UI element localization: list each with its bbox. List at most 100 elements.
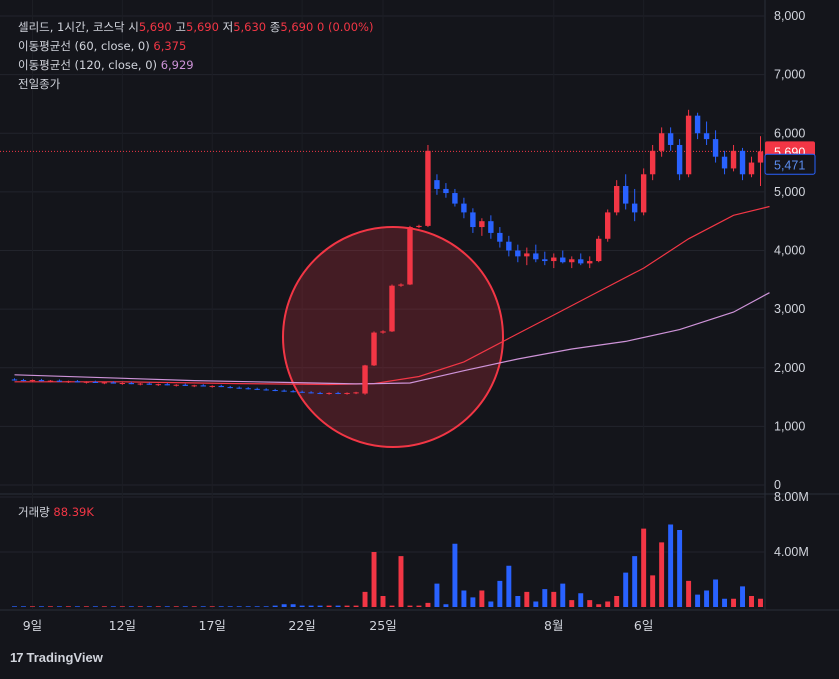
volume-bar	[182, 606, 188, 607]
price-tick-label: 2,000	[774, 361, 805, 375]
volume-bar	[587, 600, 593, 607]
time-tick-label: 17일	[199, 618, 226, 633]
close-label: 종	[269, 20, 281, 34]
candle-body	[739, 150, 746, 175]
volume-bar	[479, 590, 485, 607]
candle-body	[622, 186, 629, 204]
volume-bar	[560, 583, 566, 607]
price-tick-label: 5,000	[774, 185, 805, 199]
candle-body	[101, 382, 108, 384]
candle-body	[110, 382, 117, 384]
time-tick-label: 25일	[369, 618, 396, 633]
candle-body	[353, 392, 359, 394]
candle-body	[667, 133, 674, 145]
price-tick-label: 4,000	[774, 244, 805, 258]
candle-body	[389, 285, 395, 332]
volume-bar	[425, 602, 431, 607]
candle-body	[407, 227, 413, 285]
candle-body	[245, 388, 251, 390]
low-value: 5,630	[233, 20, 267, 34]
candle-body	[640, 174, 647, 213]
open-label: 시	[128, 20, 139, 34]
tradingview-logo-text: TradingView	[26, 650, 103, 665]
candle-body	[497, 232, 503, 242]
candle-body	[587, 261, 593, 264]
candle-body	[200, 385, 206, 387]
volume-bar	[47, 606, 53, 607]
volume-bar	[524, 591, 530, 607]
volume-bar	[137, 606, 143, 607]
volume-bar	[236, 606, 242, 607]
ma120-label: 이동평균선 (120, close, 0)	[18, 58, 158, 72]
price-axis: 0 1,000 2,000 3,000 4,000 5,000 6,000 7,000 8,00…	[774, 9, 809, 559]
volume-bar	[38, 606, 44, 607]
candle-body	[11, 379, 18, 381]
candle-body	[335, 392, 341, 394]
open-value: 5,690	[138, 20, 172, 34]
volume-bar	[596, 604, 602, 607]
volume-bar	[569, 600, 575, 607]
candle-body	[47, 380, 54, 382]
volume-bar	[722, 598, 728, 607]
volume-bar	[29, 606, 35, 607]
volume-bar	[686, 580, 692, 607]
volume-bar	[191, 606, 197, 607]
change-value: 0 (0.00%)	[316, 20, 374, 34]
highlight-circle-layer	[282, 226, 504, 448]
candle-body	[542, 259, 548, 262]
candle-body	[443, 188, 449, 194]
tradingview-logo[interactable]: 17 TradingView	[10, 650, 103, 665]
volume-bar	[488, 601, 494, 607]
time-tick-label: 9일	[23, 618, 42, 633]
volume-bar	[173, 606, 179, 607]
price-tick-label: 7,000	[774, 68, 805, 82]
ma120-legend-row[interactable]: 이동평균선 (120, close, 0) 6,929	[18, 56, 373, 75]
volume-bar	[128, 606, 134, 607]
volume-value: 88.39K	[53, 505, 94, 519]
volume-bar	[299, 605, 305, 607]
candle-body	[182, 384, 188, 386]
candle-body	[218, 385, 224, 388]
candle-body	[578, 259, 584, 264]
candle-body	[371, 332, 377, 366]
volume-bar	[506, 565, 512, 607]
ma120-value: 6,929	[160, 58, 194, 72]
candle-body	[479, 221, 485, 228]
close-value: 5,690	[280, 20, 314, 34]
volume-bar	[362, 591, 368, 607]
candle-body	[434, 180, 440, 189]
volume-bar	[614, 596, 620, 607]
ma120-line	[14, 292, 770, 385]
candle-body	[191, 385, 197, 387]
volume-bar	[146, 606, 152, 607]
volume-bar	[326, 605, 332, 607]
volume-bar	[749, 596, 754, 607]
prev-close-legend-row[interactable]: 전일종가	[18, 75, 373, 94]
price-tick-label: 3,000	[774, 302, 805, 316]
volume-bar	[704, 590, 710, 607]
candle-body	[308, 392, 314, 394]
moving-averages	[14, 205, 770, 386]
volume-bar	[695, 594, 701, 607]
volume-legend[interactable]: 거래량 88.39K	[18, 504, 94, 520]
candle-body	[694, 115, 701, 134]
candle-body	[227, 387, 233, 389]
price-tick-label: 8,000	[774, 9, 805, 23]
time-tick-label: 12일	[109, 618, 136, 633]
volume-label: 거래량	[18, 505, 50, 519]
volume-bar	[758, 598, 763, 607]
prev-close-label: 전일종가	[18, 77, 61, 91]
candle-body	[596, 238, 602, 262]
candle-body	[605, 212, 611, 239]
candle-body	[173, 384, 179, 386]
volume-bar	[317, 605, 323, 607]
volume-bar	[344, 605, 350, 607]
volume-bar	[713, 579, 719, 607]
volume-bar	[416, 605, 422, 607]
ma60-legend-row[interactable]: 이동평균선 (60, close, 0) 6,375	[18, 37, 373, 56]
ma-price-tag	[764, 153, 816, 175]
candle-body	[658, 133, 665, 151]
grid-lines	[0, 0, 839, 611]
